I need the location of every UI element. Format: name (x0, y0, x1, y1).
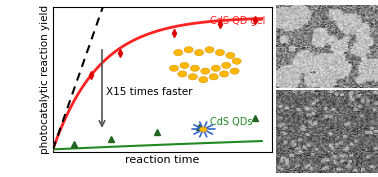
Circle shape (220, 71, 229, 77)
Circle shape (199, 76, 208, 83)
Circle shape (188, 74, 197, 80)
Circle shape (211, 65, 220, 71)
Circle shape (184, 47, 193, 53)
Circle shape (195, 50, 204, 56)
Y-axis label: photocatalytic reaction yield: photocatalytic reaction yield (40, 5, 50, 154)
Circle shape (169, 65, 179, 71)
Circle shape (201, 68, 210, 74)
Circle shape (180, 62, 189, 68)
Circle shape (200, 127, 207, 132)
Circle shape (232, 58, 241, 64)
Circle shape (205, 47, 214, 53)
Circle shape (230, 68, 239, 74)
Text: CdS QDs: CdS QDs (209, 117, 252, 127)
Circle shape (178, 71, 187, 77)
Circle shape (222, 62, 231, 68)
Circle shape (209, 74, 218, 80)
Circle shape (190, 65, 200, 71)
Text: X15 times faster: X15 times faster (106, 87, 193, 97)
Circle shape (226, 52, 235, 59)
Circle shape (215, 50, 225, 56)
X-axis label: reaction time: reaction time (125, 155, 200, 165)
Text: CdS QD gel: CdS QD gel (209, 16, 265, 26)
Circle shape (174, 50, 183, 56)
